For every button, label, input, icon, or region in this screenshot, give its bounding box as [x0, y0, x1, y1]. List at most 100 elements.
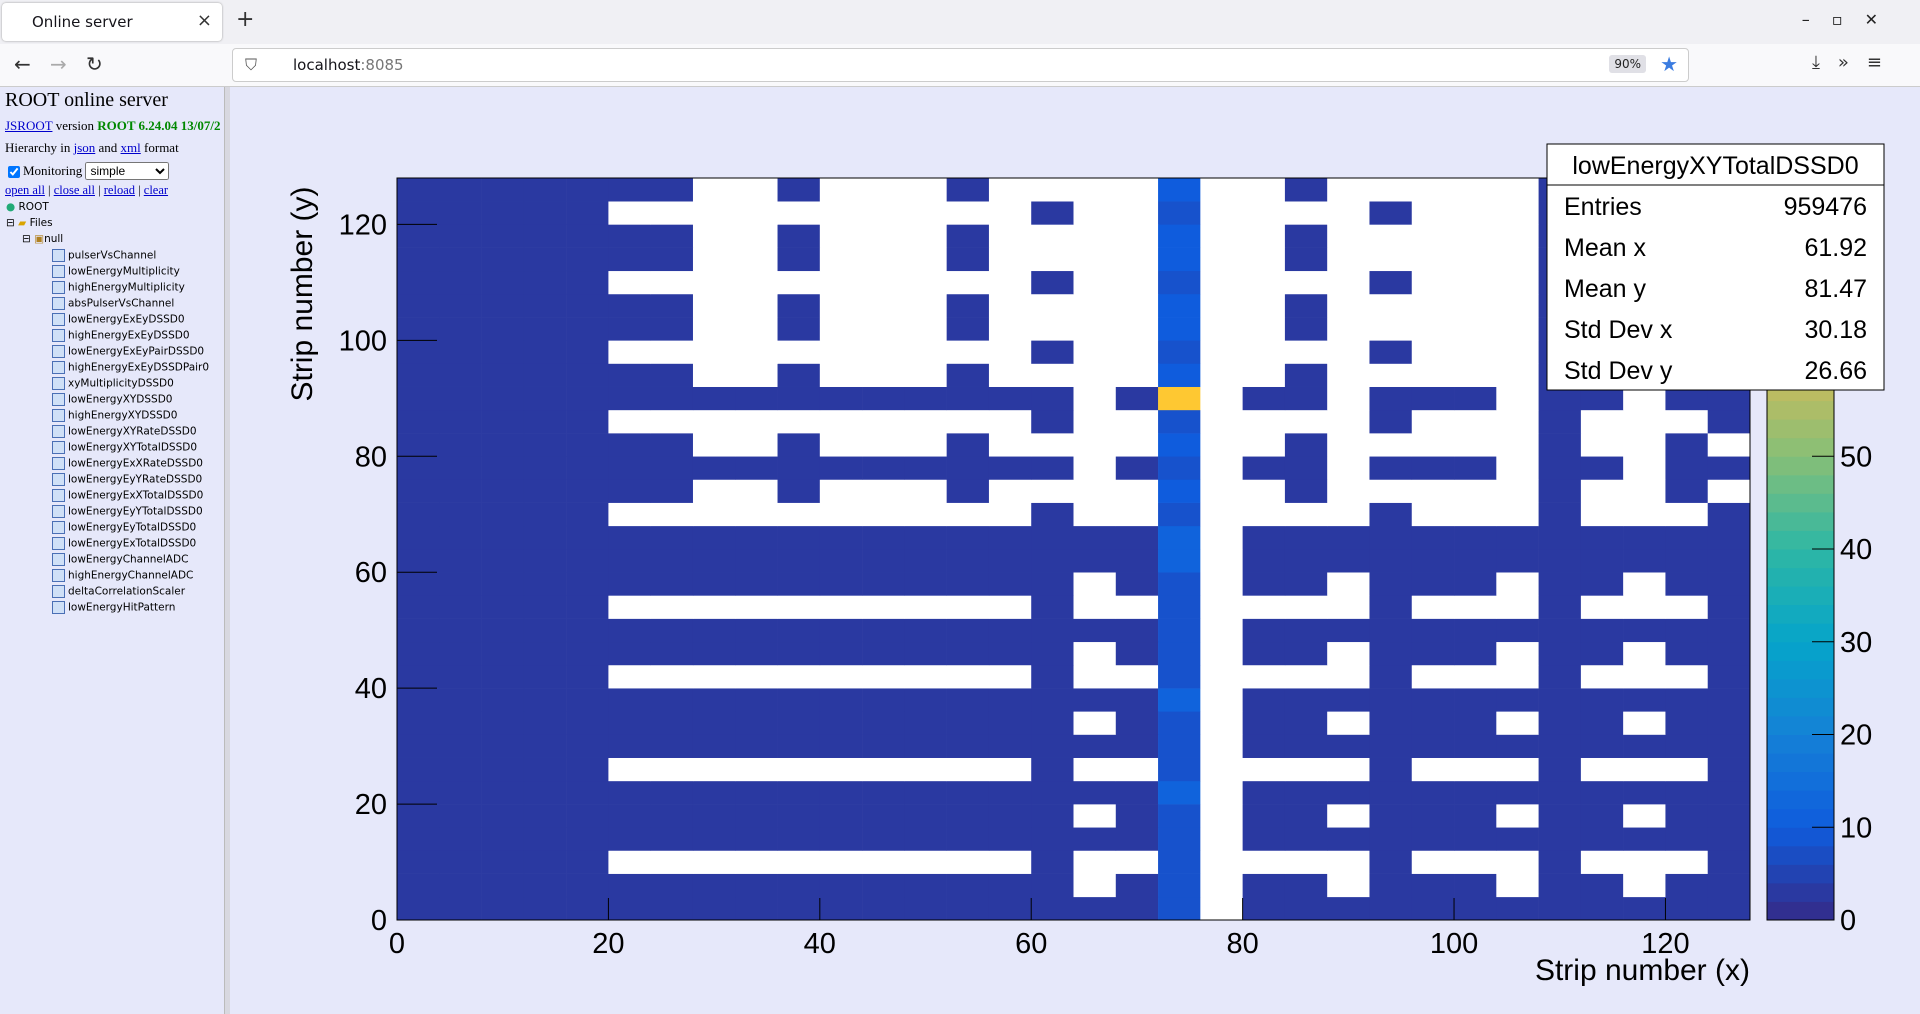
splitter[interactable]	[224, 87, 231, 1014]
monitoring-select[interactable]: simple	[85, 162, 170, 180]
zoom-badge[interactable]: 90%	[1609, 55, 1646, 73]
url-bar[interactable]: ⛉ localhost:8085 90% ★	[232, 48, 1689, 82]
colorbar-band	[1767, 678, 1834, 698]
cell	[1707, 549, 1751, 573]
window-controls[interactable]: –▫✕	[1801, 10, 1900, 29]
cell	[1200, 433, 1243, 457]
cell	[1707, 734, 1751, 758]
toolbar-icons[interactable]: ⤓»≡	[1811, 52, 1900, 73]
cell	[819, 247, 863, 272]
tree-item[interactable]: lowEnergyExEyPairDSSD0	[52, 345, 204, 358]
tree-item[interactable]: lowEnergyHitPattern	[52, 601, 175, 614]
cell	[1200, 688, 1243, 712]
cell	[566, 433, 609, 457]
cell	[650, 479, 694, 503]
cell	[819, 664, 863, 689]
cell	[1496, 409, 1539, 434]
cell	[1454, 247, 1497, 272]
new-tab[interactable]: +	[236, 7, 255, 32]
tree-item[interactable]: lowEnergyXYTotalDSSD0	[52, 441, 197, 454]
reload-link[interactable]: reload	[103, 183, 135, 197]
cell	[1115, 688, 1159, 712]
cell	[566, 456, 609, 480]
tree-item[interactable]: xyMultiplicityDSSD0	[52, 377, 174, 390]
open-all[interactable]: open all	[5, 183, 45, 197]
cell	[1623, 433, 1666, 457]
cell	[735, 780, 778, 805]
cell	[1707, 641, 1751, 666]
cell	[397, 178, 440, 202]
cell	[523, 525, 567, 550]
cell	[904, 549, 947, 573]
jsroot-link[interactable]: JSROOT	[5, 118, 53, 133]
back[interactable]: ←	[14, 52, 31, 76]
cell	[1665, 896, 1709, 921]
cell	[1623, 409, 1666, 434]
xml-link[interactable]: xml	[120, 140, 141, 155]
tree-item[interactable]: lowEnergyExEyDSSD0	[52, 313, 185, 326]
cell	[397, 363, 440, 387]
cell	[1369, 247, 1413, 272]
monitoring-checkbox[interactable]	[8, 166, 20, 179]
cell	[397, 456, 440, 480]
cell	[862, 549, 905, 573]
tree-item[interactable]: lowEnergyEyTotalDSSD0	[52, 521, 196, 534]
cell	[1411, 780, 1455, 805]
cell	[523, 572, 567, 596]
tree-files[interactable]: ⊟ ▰ Files	[6, 217, 53, 229]
tab[interactable]: Online server ×	[2, 3, 222, 41]
tree-item[interactable]: highEnergyExEyDSSDPair0	[52, 361, 209, 374]
tree-item[interactable]: highEnergyChannelADC	[52, 569, 193, 582]
tree-item[interactable]: pulserVsChannel	[52, 249, 156, 262]
cell	[946, 827, 990, 851]
reload[interactable]: ↻	[86, 52, 103, 76]
cell	[777, 873, 821, 898]
tree-item[interactable]: highEnergyXYDSSD0	[52, 409, 177, 422]
tree-item[interactable]: lowEnergyXYDSSD0	[52, 393, 172, 406]
clear-link[interactable]: clear	[143, 183, 169, 197]
z-tick-label: 0	[1840, 905, 1856, 937]
tree-item[interactable]: highEnergyExEyDSSD0	[52, 329, 190, 342]
colorbar-band	[1767, 623, 1834, 643]
tree-item[interactable]: lowEnergyExTotalDSSD0	[52, 537, 196, 550]
cell	[650, 757, 694, 782]
cell	[1411, 734, 1455, 758]
bookmark-star[interactable]: ★	[1660, 52, 1678, 76]
forward[interactable]: →	[50, 52, 67, 76]
cell	[946, 270, 990, 295]
cell	[1115, 711, 1159, 735]
tree-label: lowEnergyHitPattern	[68, 601, 176, 614]
sidebar: ROOT online server JSROOT version ROOT 6…	[0, 87, 224, 1014]
tree-item[interactable]: lowEnergyExXRateDSSD0	[52, 457, 203, 470]
cell	[1665, 433, 1709, 457]
stats-value: 959476	[1784, 193, 1867, 221]
cell	[1158, 293, 1201, 318]
tab-close[interactable]: ×	[196, 10, 212, 31]
tree-root[interactable]: ● ROOT	[6, 201, 49, 213]
tree-item[interactable]: absPulserVsChannel	[52, 297, 174, 310]
x-tick-label: 40	[804, 928, 836, 960]
cell	[946, 479, 990, 503]
tree-label: null	[44, 233, 64, 245]
tree-item[interactable]: lowEnergyChannelADC	[52, 553, 188, 566]
cell	[1242, 664, 1286, 689]
cell	[1538, 688, 1582, 712]
cell	[1538, 386, 1582, 411]
close-all[interactable]: close all	[53, 183, 95, 197]
tree-item[interactable]: lowEnergyMultiplicity	[52, 265, 180, 278]
cell	[481, 595, 525, 619]
tree-item[interactable]: highEnergyMultiplicity	[52, 281, 185, 294]
cell	[650, 711, 694, 735]
tree-item[interactable]: lowEnergyXYRateDSSD0	[52, 425, 197, 438]
tree-item[interactable]: lowEnergyEyYTotalDSSD0	[52, 505, 203, 518]
tree-item[interactable]: lowEnergyExXTotalDSSD0	[52, 489, 203, 502]
cell	[777, 641, 821, 666]
tree-folder[interactable]: ⊟ ▣null	[22, 233, 64, 245]
cell	[1369, 363, 1413, 387]
cell	[735, 618, 778, 643]
json-link[interactable]: json	[73, 140, 96, 155]
cell	[1115, 409, 1159, 434]
tree-item[interactable]: deltaCorrelationScaler	[52, 585, 185, 598]
tree-item[interactable]: lowEnergyEyYRateDSSD0	[52, 473, 202, 486]
